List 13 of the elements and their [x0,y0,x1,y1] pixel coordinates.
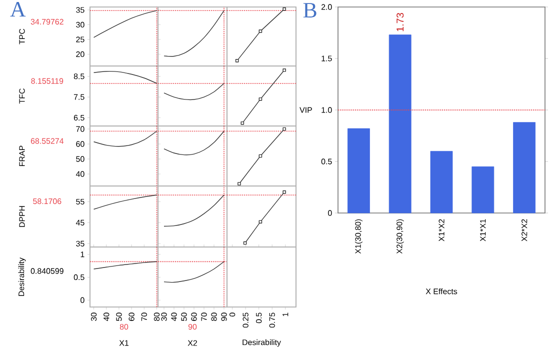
line-series [93,194,158,210]
chart-title: A [10,2,26,17]
data-label: 1.73 [396,12,404,32]
chart-title: B [303,3,316,18]
bar [513,122,536,214]
line-series [93,70,158,84]
bar [388,34,412,214]
bar [348,128,370,214]
line-series [93,10,158,38]
bar [472,166,494,214]
line-series [93,130,158,147]
line-series [93,261,158,270]
bar [430,151,453,214]
